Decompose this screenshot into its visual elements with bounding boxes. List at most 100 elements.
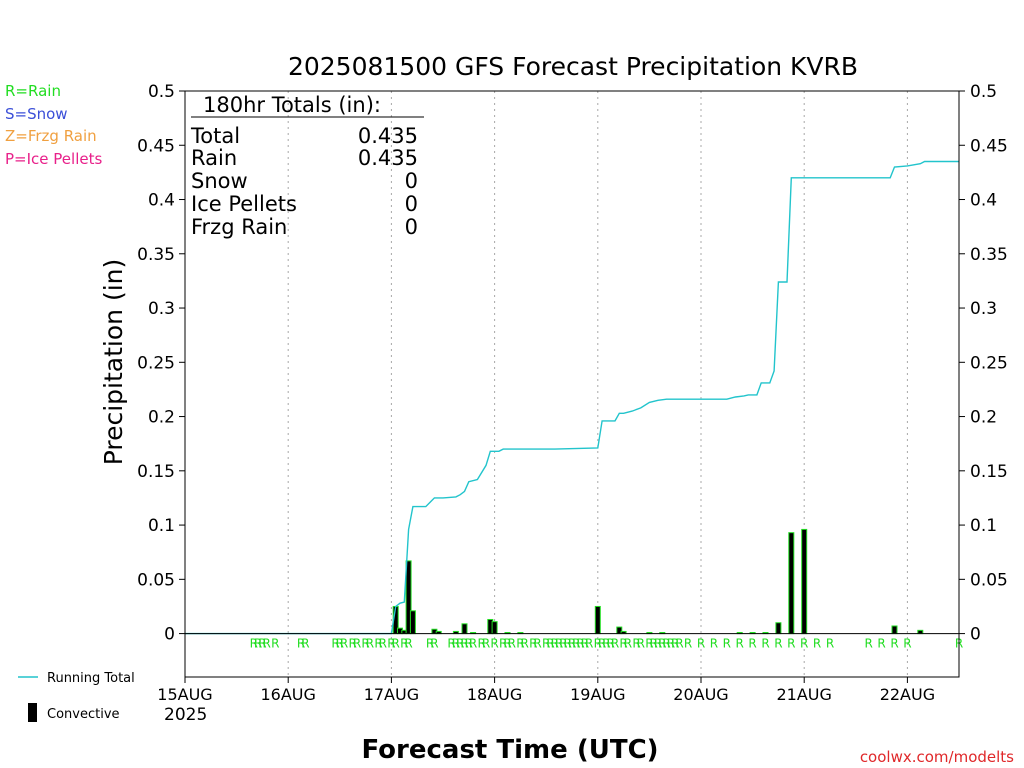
precip-type-mark-h72: R <box>490 637 498 651</box>
precip-type-mark-h96: R <box>594 637 602 651</box>
precip-type-mark-h84: R <box>542 637 550 651</box>
running-total-line <box>185 160 959 635</box>
precip-type-mark-h67: R <box>469 637 477 651</box>
legend-rain: R=Rain <box>5 82 61 100</box>
y-tick-label-right-0.25: 0.25 <box>970 353 1008 373</box>
precip-type-mark-h111: R <box>658 637 666 651</box>
plot-frame <box>184 90 960 678</box>
series-legend: Running Total Convective <box>18 671 135 722</box>
y-tick-label-right-0.45: 0.45 <box>970 136 1008 156</box>
axes: 0 00.05 0.050.1 0.10.15 0.150.2 0.20.25 0.250.… <box>137 82 1008 704</box>
precip-type-mark-h62: R <box>447 637 455 651</box>
precip-bar-h72 <box>491 621 498 635</box>
precip-type-mark-h78: R <box>516 637 524 651</box>
precip-type-mark-h159: R <box>865 637 873 651</box>
y-tick-label-left-0.3: 0.3 <box>148 299 175 319</box>
y-tick-label-left-0: 0 <box>164 625 175 645</box>
precip-type-mark-h102: R <box>619 637 627 651</box>
totals-ice-pellets-value: 0 <box>405 192 418 216</box>
precip-type-mark-h70: R <box>482 637 490 651</box>
totals-rain-label: Rain <box>191 146 237 170</box>
y-tick-label-right-0.35: 0.35 <box>970 245 1008 265</box>
x-tick-label-21aug: 21AUG <box>776 685 831 704</box>
precip-bar-h165 <box>891 625 898 635</box>
y-tick-label-right-0.05: 0.05 <box>970 570 1008 590</box>
chart-title: 2025081500 GFS Forecast Precipitation KV… <box>288 52 858 81</box>
precip-type-mark-h103: R <box>624 637 632 651</box>
y-tick-label-right-0.4: 0.4 <box>970 191 997 211</box>
totals-total-label: Total <box>190 124 240 148</box>
precip-type-mark-h43: R <box>366 637 374 651</box>
precip-type-mark-h86: R <box>551 637 559 651</box>
precip-type-mark-h48: R <box>387 637 395 651</box>
x-tick-label-16aug: 16AUG <box>260 685 315 704</box>
x-axis-label: Forecast Time (UTC) <box>361 735 658 765</box>
totals-frzg-rain-label: Frzg Rain <box>191 215 287 239</box>
totals-rain-value: 0.435 <box>358 146 418 170</box>
precip-type-mark-h51: R <box>400 637 408 651</box>
precip-type-mark-h123: R <box>710 637 718 651</box>
y-tick-label-right-0.3: 0.3 <box>970 299 997 319</box>
y-tick-label-right-0.15: 0.15 <box>970 462 1008 482</box>
precip-type-mark-h132: R <box>748 637 756 651</box>
day-gridlines <box>287 91 908 677</box>
legend-snow: S=Snow <box>5 105 68 123</box>
x-tick-label-19aug: 19AUG <box>570 685 625 704</box>
totals-snow-value: 0 <box>405 169 418 193</box>
y-tick-label-right-0.5: 0.5 <box>970 82 997 102</box>
y-tick-label-left-0.05: 0.05 <box>137 570 175 590</box>
totals-frzg-rain-value: 0 <box>405 215 418 239</box>
precip-type-mark-h93: R <box>581 637 589 651</box>
precip-type-mark-h52: R <box>404 637 412 651</box>
precip-type-mark-h57: R <box>426 637 434 651</box>
precip-type-mark-h144: R <box>800 637 808 651</box>
precip-type-mark-h141: R <box>787 637 795 651</box>
precip-type-mark-h138: R <box>774 637 782 651</box>
precip-bar-h53 <box>409 610 416 635</box>
precip-type-mark-h65: R <box>460 637 468 651</box>
precip-type-mark-h58: R <box>430 637 438 651</box>
y-tick-label-right-0.1: 0.1 <box>970 516 997 536</box>
precip-type-mark-h115: R <box>675 637 683 651</box>
x-tick-label-22aug: 22AUG <box>880 685 935 704</box>
precip-bar-h96 <box>594 605 601 635</box>
precip-type-mark-h28: R <box>301 637 309 651</box>
precip-type-mark-h168: R <box>903 637 911 651</box>
precip-type-mark-h87: R <box>555 637 563 651</box>
precip-type-mark-h117: R <box>684 637 692 651</box>
precip-type-legend: R=Rain S=Snow Z=Frzg Rain P=Ice Pellets <box>5 82 102 168</box>
precip-type-mark-h37: R <box>340 637 348 651</box>
precip-bar-h141 <box>788 532 795 635</box>
precip-type-mark-h39: R <box>349 637 357 651</box>
precip-type-mark-h112: R <box>662 637 670 651</box>
precip-type-mark-h106: R <box>637 637 645 651</box>
precip-type-mark-h165: R <box>890 637 898 651</box>
precip-type-mark-h16: R <box>250 637 258 651</box>
precip-type-mark-h147: R <box>813 637 821 651</box>
precip-type-mark-h114: R <box>671 637 679 651</box>
precip-type-mark-h40: R <box>353 637 361 651</box>
precip-type-mark-h89: R <box>564 637 572 651</box>
precip-type-mark-h98: R <box>602 637 610 651</box>
precip-type-mark-h27: R <box>297 637 305 651</box>
y-tick-label-left-0.35: 0.35 <box>137 245 175 265</box>
totals-total-value: 0.435 <box>358 124 418 148</box>
y-tick-label-left-0.4: 0.4 <box>148 191 175 211</box>
precip-type-mark-h88: R <box>559 637 567 651</box>
precip-type-mark-h97: R <box>598 637 606 651</box>
precip-type-mark-h81: R <box>529 637 537 651</box>
precip-type-mark-h76: R <box>508 637 516 651</box>
precip-bar-h138 <box>775 622 782 635</box>
precip-type-mark-h69: R <box>478 637 486 651</box>
precip-type-mark-h46: R <box>379 637 387 651</box>
x-tick-label-15aug: 15AUG <box>157 685 212 704</box>
precip-type-mark-h45: R <box>374 637 382 651</box>
legend-running-total-label: Running Total <box>47 671 135 686</box>
y-tick-label-left-0.45: 0.45 <box>137 136 175 156</box>
convective-bars <box>392 528 924 635</box>
precip-type-mark-h21: R <box>271 637 279 651</box>
x-tick-label-18aug: 18AUG <box>467 685 522 704</box>
precip-type-mark-h129: R <box>736 637 744 651</box>
precip-type-mark-h49: R <box>392 637 400 651</box>
